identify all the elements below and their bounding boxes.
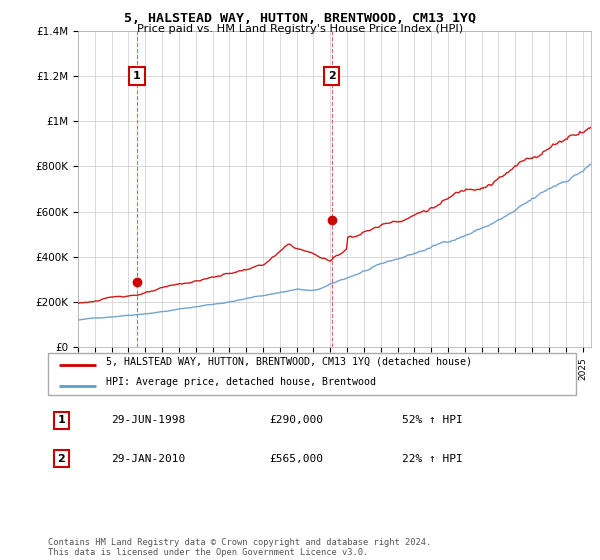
Text: 29-JAN-2010: 29-JAN-2010 bbox=[112, 454, 185, 464]
Text: 5, HALSTEAD WAY, HUTTON, BRENTWOOD, CM13 1YQ: 5, HALSTEAD WAY, HUTTON, BRENTWOOD, CM13… bbox=[124, 12, 476, 25]
Text: Price paid vs. HM Land Registry's House Price Index (HPI): Price paid vs. HM Land Registry's House … bbox=[137, 24, 463, 34]
Text: HPI: Average price, detached house, Brentwood: HPI: Average price, detached house, Bren… bbox=[106, 377, 376, 388]
Text: 52% ↑ HPI: 52% ↑ HPI bbox=[402, 415, 463, 425]
FancyBboxPatch shape bbox=[48, 353, 576, 395]
Text: 1: 1 bbox=[58, 415, 65, 425]
Text: £290,000: £290,000 bbox=[270, 415, 324, 425]
Text: 5, HALSTEAD WAY, HUTTON, BRENTWOOD, CM13 1YQ (detached house): 5, HALSTEAD WAY, HUTTON, BRENTWOOD, CM13… bbox=[106, 356, 472, 366]
Text: Contains HM Land Registry data © Crown copyright and database right 2024.
This d: Contains HM Land Registry data © Crown c… bbox=[48, 538, 431, 557]
Text: 2: 2 bbox=[58, 454, 65, 464]
Text: 2: 2 bbox=[328, 71, 335, 81]
Text: 22% ↑ HPI: 22% ↑ HPI bbox=[402, 454, 463, 464]
Text: 1: 1 bbox=[133, 71, 141, 81]
Text: £565,000: £565,000 bbox=[270, 454, 324, 464]
Text: 29-JUN-1998: 29-JUN-1998 bbox=[112, 415, 185, 425]
